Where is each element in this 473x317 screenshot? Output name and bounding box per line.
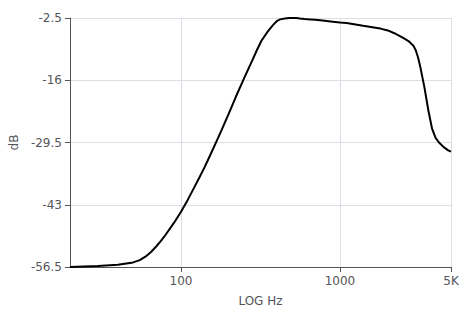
svg-text:dB: dB [7,135,21,151]
svg-text:-16: -16 [42,73,62,87]
svg-text:-43: -43 [42,198,62,212]
svg-text:5K: 5K [443,274,460,288]
svg-text:-2.5: -2.5 [39,11,62,25]
svg-text:-56.5: -56.5 [31,260,62,274]
svg-text:-29.5: -29.5 [31,136,62,150]
svg-text:100: 100 [170,274,193,288]
svg-text:1000: 1000 [325,274,356,288]
svg-text:LOG Hz: LOG Hz [238,294,282,308]
